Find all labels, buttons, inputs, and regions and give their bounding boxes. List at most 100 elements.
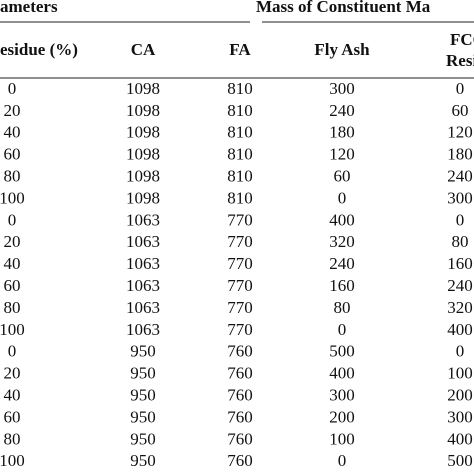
fly-ash-cell: 200	[329, 407, 355, 426]
residue-cell: 80	[4, 298, 21, 317]
fa-cell: 760	[227, 407, 253, 426]
fly-ash-cell: 180	[329, 123, 355, 142]
column-header: FA	[229, 40, 251, 59]
fcc-cell: 300	[447, 407, 473, 426]
fcc-cell: 500	[447, 451, 473, 470]
fcc-cell: 180	[447, 145, 473, 164]
fcc-cell: 80	[452, 232, 469, 251]
fcc-cell: 100	[447, 364, 473, 383]
fa-cell: 760	[227, 364, 253, 383]
residue-cell: 60	[4, 407, 21, 426]
fa-cell: 760	[227, 386, 253, 405]
fly-ash-cell: 240	[329, 101, 355, 120]
fly-ash-cell: 100	[329, 429, 355, 448]
fa-cell: 770	[227, 210, 253, 229]
fly-ash-cell: 300	[329, 79, 355, 98]
column-header: Fly Ash	[314, 40, 370, 59]
residue-cell: 100	[0, 451, 25, 470]
residue-cell: 20	[4, 364, 21, 383]
fcc-cell: 160	[447, 254, 473, 273]
residue-cell: 100	[0, 188, 25, 207]
ca-cell: 1063	[126, 320, 160, 339]
residue-cell: 60	[4, 145, 21, 164]
fcc-cell: 300	[447, 188, 473, 207]
fly-ash-cell: 400	[329, 210, 355, 229]
fa-cell: 810	[227, 167, 253, 186]
fly-ash-cell: 60	[334, 167, 351, 186]
group-header: ameters	[0, 0, 58, 16]
fcc-cell: 240	[447, 276, 473, 295]
fa-cell: 770	[227, 232, 253, 251]
residue-cell: 0	[8, 79, 17, 98]
column-header: Resid	[446, 51, 474, 70]
fly-ash-cell: 400	[329, 364, 355, 383]
fcc-cell: 0	[456, 79, 465, 98]
residue-cell: 40	[4, 254, 21, 273]
fly-ash-cell: 160	[329, 276, 355, 295]
fcc-cell: 0	[456, 210, 465, 229]
fcc-cell: 400	[447, 320, 473, 339]
fly-ash-cell: 0	[338, 188, 347, 207]
fa-cell: 810	[227, 123, 253, 142]
ca-cell: 1098	[126, 167, 160, 186]
residue-cell: 0	[8, 342, 17, 361]
ca-cell: 1098	[126, 123, 160, 142]
ca-cell: 1063	[126, 210, 160, 229]
ca-cell: 950	[130, 407, 156, 426]
fa-cell: 760	[227, 429, 253, 448]
ca-cell: 1063	[126, 276, 160, 295]
fcc-cell: 240	[447, 167, 473, 186]
ca-cell: 1098	[126, 145, 160, 164]
fcc-cell: 400	[447, 429, 473, 448]
residue-cell: 40	[4, 123, 21, 142]
ca-cell: 950	[130, 451, 156, 470]
ca-cell: 1098	[126, 79, 160, 98]
fly-ash-cell: 0	[338, 451, 347, 470]
ca-cell: 1063	[126, 254, 160, 273]
ca-cell: 950	[130, 342, 156, 361]
residue-cell: 20	[4, 232, 21, 251]
fcc-cell: 120	[447, 123, 473, 142]
fly-ash-cell: 0	[338, 320, 347, 339]
ca-cell: 1098	[126, 188, 160, 207]
fa-cell: 760	[227, 342, 253, 361]
residue-cell: 20	[4, 101, 21, 120]
residue-cell: 80	[4, 167, 21, 186]
residue-cell: 80	[4, 429, 21, 448]
ca-cell: 1063	[126, 298, 160, 317]
fa-cell: 810	[227, 145, 253, 164]
fcc-cell: 200	[447, 386, 473, 405]
fcc-cell: 320	[447, 298, 473, 317]
fa-cell: 810	[227, 188, 253, 207]
group-header: Mass of Constituent Ma	[256, 0, 431, 16]
fa-cell: 770	[227, 298, 253, 317]
column-header: FCC	[450, 30, 474, 49]
fcc-cell: 60	[452, 101, 469, 120]
fa-cell: 770	[227, 254, 253, 273]
fly-ash-cell: 240	[329, 254, 355, 273]
fa-cell: 760	[227, 451, 253, 470]
fly-ash-cell: 120	[329, 145, 355, 164]
column-header: esidue (%)	[0, 40, 78, 59]
fly-ash-cell: 80	[334, 298, 351, 317]
fly-ash-cell: 320	[329, 232, 355, 251]
ca-cell: 950	[130, 386, 156, 405]
ca-cell: 1063	[126, 232, 160, 251]
fa-cell: 770	[227, 320, 253, 339]
residue-cell: 0	[8, 210, 17, 229]
fly-ash-cell: 300	[329, 386, 355, 405]
ca-cell: 1098	[126, 101, 160, 120]
column-header: CA	[131, 40, 156, 59]
fa-cell: 810	[227, 79, 253, 98]
fa-cell: 810	[227, 101, 253, 120]
residue-cell: 60	[4, 276, 21, 295]
fcc-cell: 0	[456, 342, 465, 361]
ca-cell: 950	[130, 429, 156, 448]
residue-cell: 40	[4, 386, 21, 405]
fly-ash-cell: 500	[329, 342, 355, 361]
fa-cell: 770	[227, 276, 253, 295]
ca-cell: 950	[130, 364, 156, 383]
residue-cell: 100	[0, 320, 25, 339]
